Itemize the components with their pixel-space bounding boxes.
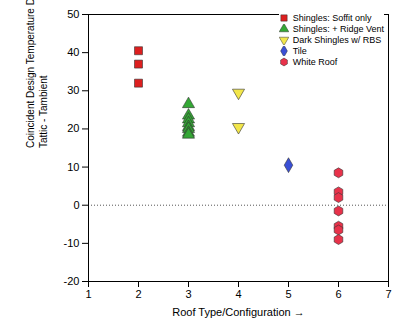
- html-text:Dark Shingles w/ RBS: Dark Shingles w/ RBS: [292, 34, 382, 45]
- svg-text:Coincident Design Temperature: Coincident Design Temperature Difference…: [25, 0, 49, 148]
- svg-text:2: 2: [135, 288, 141, 300]
- svg-text:1: 1: [85, 288, 91, 300]
- svg-text:50: 50: [67, 8, 79, 20]
- html-text:Tile: Tile: [292, 45, 307, 56]
- svg-text:20: 20: [67, 122, 79, 134]
- svg-text:30: 30: [67, 84, 79, 96]
- svg-text:-10: -10: [64, 237, 80, 249]
- html-text:Shingles: Soffit only: Shingles: Soffit only: [292, 12, 372, 23]
- html-text:White Roof: White Roof: [292, 56, 338, 67]
- svg-text:0: 0: [73, 199, 79, 211]
- svg-text:5: 5: [285, 288, 291, 300]
- svg-text:Roof Type/Configuration →: Roof Type/Configuration →: [172, 306, 304, 318]
- svg-text:3: 3: [185, 288, 191, 300]
- svg-text:7: 7: [385, 288, 391, 300]
- html-text:Shingles: + Ridge Vent: Shingles: + Ridge Vent: [292, 23, 384, 34]
- svg-text:-20: -20: [64, 275, 80, 287]
- svg-text:10: 10: [67, 161, 79, 173]
- svg-text:6: 6: [335, 288, 341, 300]
- svg-text:40: 40: [67, 46, 79, 58]
- svg-text:4: 4: [235, 288, 241, 300]
